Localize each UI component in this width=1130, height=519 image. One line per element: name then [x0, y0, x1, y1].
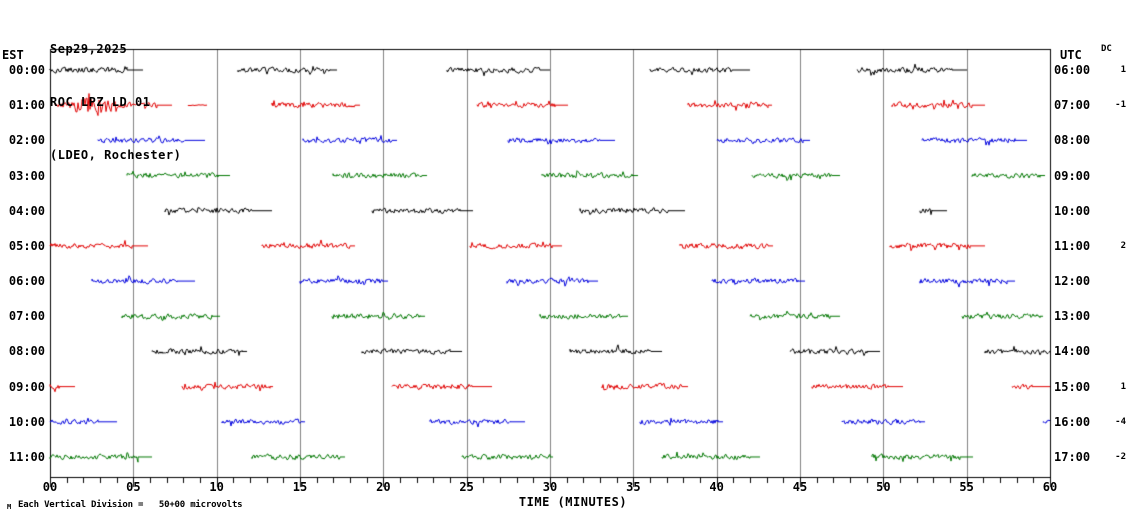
x-tick-label: 55 — [959, 480, 974, 494]
dc-value: 1 — [1120, 65, 1126, 75]
corner-mark: M — [7, 503, 12, 511]
dc-value: -1 — [1115, 100, 1126, 111]
utc-time-label: 08:00 — [1054, 133, 1091, 148]
dc-value: -2 — [1115, 451, 1126, 462]
title-block: Sep29,2025 ROC LPZ LD 01 (LDEO, Rocheste… — [50, 4, 181, 201]
x-tick-label: 35 — [626, 480, 641, 494]
dc-value: 1 — [1120, 381, 1126, 392]
x-tick-label: 05 — [126, 480, 141, 494]
est-time-label: 10:00 — [8, 414, 45, 429]
dc-column-header: DC — [1101, 44, 1112, 54]
utc-time-label: 15:00 — [1054, 379, 1091, 394]
x-tick-label: 45 — [792, 480, 808, 494]
utc-time-label: 16:00 — [1054, 414, 1091, 429]
x-tick-label: 50 — [876, 480, 891, 494]
x-tick-label: 10 — [209, 480, 224, 494]
utc-time-label: 17:00 — [1054, 449, 1091, 464]
est-time-label: 05:00 — [8, 238, 45, 253]
x-axis-title: TIME (MINUTES) — [518, 495, 628, 509]
est-time-label: 01:00 — [8, 98, 45, 113]
x-tick-label: 40 — [709, 480, 724, 494]
utc-time-label: 13:00 — [1054, 309, 1091, 324]
right-axis-header: UTC — [1060, 48, 1082, 62]
est-time-label: 09:00 — [8, 379, 45, 394]
title-location: (LDEO, Rochester) — [50, 148, 182, 162]
title-date: Sep29,2025 — [50, 42, 128, 56]
est-time-label: 08:00 — [8, 344, 45, 359]
x-tick-label: 30 — [542, 480, 558, 494]
utc-time-label: 09:00 — [1054, 168, 1091, 183]
vertical-division-note: Each Vertical Division = 50+00 microvolt… — [18, 500, 243, 510]
x-tick-label: 20 — [376, 480, 391, 494]
est-time-label: 02:00 — [8, 133, 45, 148]
est-time-label: 11:00 — [8, 449, 45, 464]
est-time-label: 06:00 — [8, 274, 45, 289]
est-time-label: 04:00 — [8, 203, 45, 218]
utc-time-label: 10:00 — [1054, 203, 1091, 218]
est-time-label: 03:00 — [8, 168, 45, 183]
est-time-label: 00:00 — [8, 63, 45, 77]
left-axis-header: EST — [2, 48, 24, 62]
x-tick-label: 25 — [459, 480, 474, 494]
x-tick-label: 60 — [1042, 480, 1058, 494]
dc-value: 2 — [1120, 240, 1126, 251]
x-tick-label: 15 — [292, 480, 308, 494]
utc-time-label: 06:00 — [1054, 63, 1091, 77]
dc-value: -4 — [1115, 416, 1126, 427]
title-station: ROC LPZ LD 01 — [50, 95, 151, 109]
utc-time-label: 12:00 — [1054, 274, 1091, 289]
utc-time-label: 07:00 — [1054, 98, 1091, 113]
utc-time-label: 11:00 — [1054, 238, 1091, 253]
est-time-label: 07:00 — [8, 309, 45, 324]
utc-time-label: 14:00 — [1054, 344, 1091, 359]
x-tick-label: 00 — [42, 480, 58, 494]
